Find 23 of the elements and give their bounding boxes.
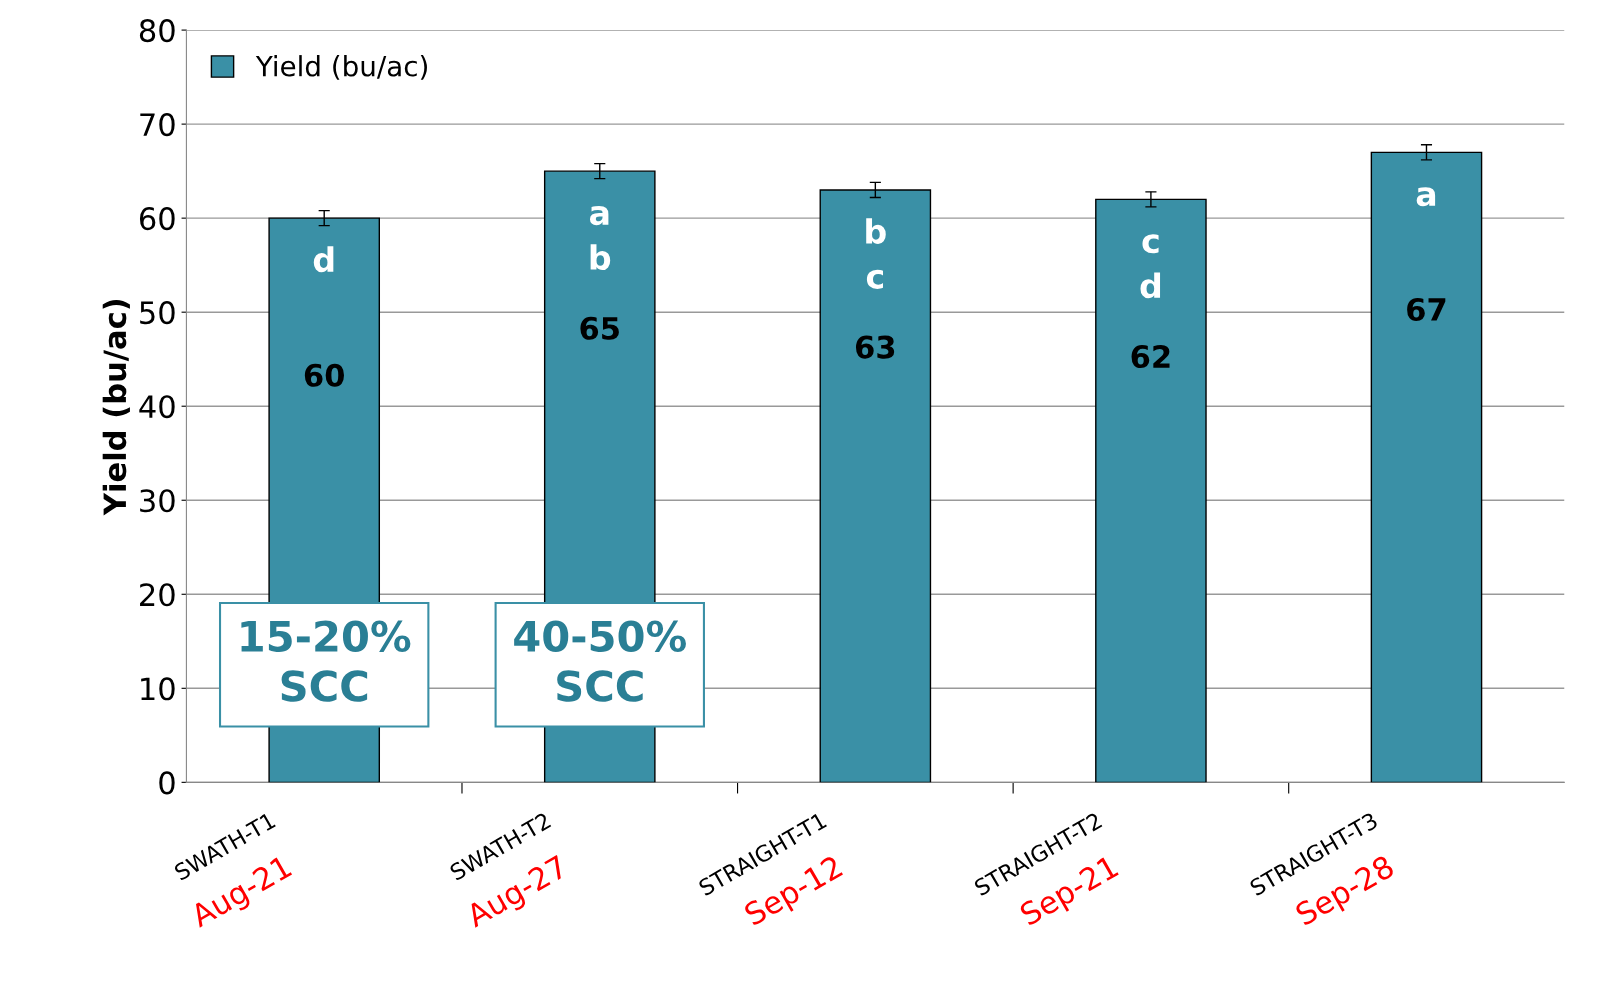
data-label: 67: [1407, 297, 1446, 322]
data-label: 60: [304, 363, 344, 387]
annotation: 40-50% SCC: [514, 620, 686, 702]
annotation: 15-20% SCC: [241, 620, 411, 702]
data-label: 62: [1131, 344, 1170, 369]
data-label: 63: [855, 335, 895, 359]
legend-label: Yield (bu/ac): [255, 55, 427, 80]
y-tick-label: 70: [140, 113, 175, 137]
y-tick-label: 80: [139, 19, 175, 43]
y-tick-label: 30: [140, 489, 175, 513]
annotation: b c: [866, 218, 886, 289]
y-tick-label: 50: [140, 301, 175, 325]
data-label: 65: [580, 316, 619, 340]
annotation: a: [1416, 187, 1436, 207]
y-axis-title: Yield (bu/ac): [102, 299, 130, 516]
y-tick-label: 20: [140, 583, 175, 607]
y-tick-label: 40: [139, 395, 175, 419]
y-tick-label: 0: [159, 771, 175, 795]
annotation: a b: [589, 206, 611, 271]
y-tick-label: 60: [139, 207, 175, 231]
y-tick-label: 10: [141, 677, 175, 701]
annotation: c d: [1140, 234, 1161, 299]
annotation: d: [313, 246, 334, 273]
